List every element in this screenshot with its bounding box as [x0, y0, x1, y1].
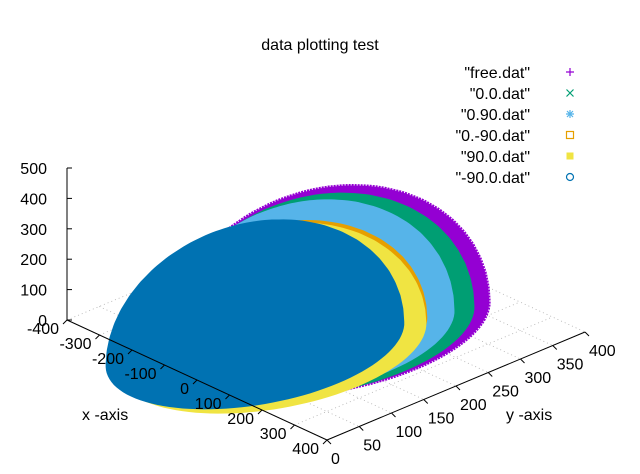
- x-tick-mark: [290, 424, 295, 430]
- y-tick-label: 150: [428, 411, 455, 428]
- y-tick-label: 400: [589, 343, 616, 360]
- y-tick-mark: [423, 399, 429, 404]
- x-tick-label: 100: [195, 396, 222, 413]
- y-tick-label: 300: [525, 370, 552, 387]
- chart-title: data plotting test: [261, 37, 379, 54]
- x-tick-label: 300: [260, 426, 287, 443]
- y-tick-mark: [552, 345, 558, 350]
- y-tick-mark: [326, 439, 332, 445]
- y-tick-label: 0: [331, 451, 340, 468]
- legend-marker: [565, 130, 575, 140]
- legend-entry: "0.90.dat": [461, 107, 574, 124]
- legend-label: "0.0.dat": [470, 86, 530, 103]
- legend-marker: [566, 152, 574, 160]
- x-tick-mark: [62, 319, 68, 325]
- y-tick-mark: [487, 372, 493, 377]
- x-tick-label: 400: [292, 441, 319, 458]
- z-tick-label: 400: [20, 191, 47, 208]
- z-tick-label: 100: [20, 283, 47, 300]
- y-tick-label: 350: [557, 357, 584, 374]
- x-tick-label: -400: [27, 321, 59, 338]
- y-tick-mark: [520, 358, 525, 364]
- z-tick-label: 500: [20, 161, 47, 178]
- x-tick-mark: [257, 409, 263, 415]
- legend-entry: "0.-90.dat": [455, 128, 575, 145]
- x-tick-label: 200: [227, 411, 254, 428]
- y-axis-label: y -axis: [506, 407, 552, 424]
- legend-label: "0.90.dat": [461, 107, 530, 124]
- legend-entry: "90.0.dat": [461, 149, 574, 166]
- legend-marker: [566, 110, 574, 118]
- y-tick-label: 250: [492, 384, 519, 401]
- x-tick-label: 0: [180, 381, 189, 398]
- x-tick-mark: [160, 364, 165, 370]
- x-tick-mark: [225, 394, 230, 400]
- x-tick-label: -200: [92, 351, 124, 368]
- z-tick-label: 200: [20, 252, 47, 269]
- x-tick-label: -100: [124, 366, 156, 383]
- x-axis-label: x -axis: [82, 407, 128, 424]
- series-surface: [105, 219, 405, 410]
- z-tick-label: 300: [20, 222, 47, 239]
- legend-label: "90.0.dat": [461, 149, 530, 166]
- legend: "free.dat" "0.0.dat" "0.90.dat" "0.-90.dat"…: [455, 65, 575, 187]
- x-tick-label: -300: [59, 336, 91, 353]
- y-tick-label: 200: [460, 397, 487, 414]
- x-tick-mark: [95, 334, 100, 340]
- legend-marker: [566, 68, 574, 76]
- legend-label: "free.dat": [464, 65, 530, 82]
- legend-entry: "-90.0.dat": [455, 170, 575, 187]
- legend-entry: "free.dat": [464, 65, 574, 82]
- series-area: [105, 219, 405, 410]
- legend-entry: "0.0.dat": [470, 86, 574, 103]
- x-tick-mark: [127, 349, 133, 355]
- legend-label: "0.-90.dat": [455, 128, 530, 145]
- legend-marker: [566, 89, 574, 97]
- y-tick-label: 50: [363, 438, 381, 455]
- x-tick-mark: [192, 379, 198, 385]
- z-tick-label: 0: [38, 313, 47, 330]
- tick-labels: -400-300-200-100 0 100 200 300 400 0 50 100 150 20…: [20, 161, 616, 468]
- y-tick-mark: [584, 331, 590, 337]
- legend-label: "-90.0.dat": [455, 170, 530, 187]
- y-tick-mark: [455, 385, 461, 391]
- x-tick-mark: [322, 439, 328, 445]
- y-tick-label: 100: [396, 424, 423, 441]
- legend-marker: [565, 172, 575, 182]
- y-tick-mark: [391, 412, 396, 418]
- series-layer: [105, 184, 491, 414]
- y-tick-mark: [358, 426, 364, 431]
